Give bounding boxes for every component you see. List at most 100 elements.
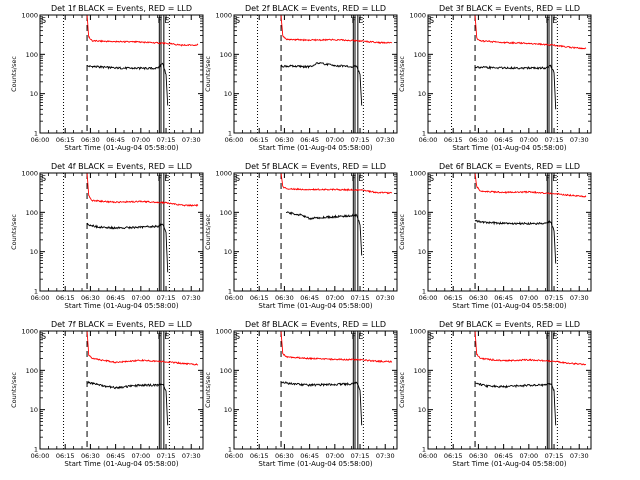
y-tick-label: 10 [30,248,38,256]
y-tick-label: 100 [26,367,38,375]
y-tick-label: 1 [228,130,232,138]
y-tick-label: 10 [30,406,38,414]
x-axis-label: Start Time (01-Aug-04 05:58:00) [258,460,372,468]
x-tick-label: 07:00 [519,136,538,144]
x-tick-label: 06:30 [469,452,488,460]
y-tick-label: 100 [414,209,426,217]
night-marker-label: S [41,332,46,341]
x-tick-label: 06:45 [494,136,513,144]
y-tick-label: 1000 [409,170,426,178]
lld-rate-line [86,14,199,47]
y-tick-label: 100 [414,51,426,59]
lld-rate-line [280,172,393,195]
x-tick-label: 07:00 [519,452,538,460]
x-tick-label: 07:30 [570,136,589,144]
flare-end-marker-label: E [358,174,363,183]
x-tick-label: 07:30 [376,136,395,144]
flare-end-marker-label: E [358,16,363,25]
x-tick-label: 06:00 [419,136,438,144]
night-marker-label: S [235,174,240,183]
x-tick-label: 06:30 [81,452,100,460]
panel-det-5: Det 5f BLACK = Events, RED = LLD S F E 1 10 10… [204,162,398,310]
x-tick-label: 07:15 [351,136,370,144]
flare-start-marker-label: F [158,16,163,25]
x-tick-label: 07:15 [157,294,176,302]
panel-det-6: Det 6f BLACK = Events, RED = LLD S F E 1 10 10… [398,162,592,310]
x-tick-label: 06:15 [250,294,269,302]
y-tick-label: 10 [224,248,232,256]
lld-rate-line [280,330,393,364]
night-marker-label: S [41,174,46,183]
x-tick-label: 06:15 [56,294,75,302]
x-tick-label: 07:15 [157,136,176,144]
flare-start-marker-label: F [352,332,357,341]
x-tick-label: 07:15 [545,294,564,302]
panel-title: Det 5f BLACK = Events, RED = LLD [245,162,386,171]
y-tick-label: 1000 [409,328,426,336]
x-tick-label: 06:15 [444,294,463,302]
x-tick-label: 06:45 [300,294,319,302]
x-tick-label: 06:45 [300,136,319,144]
y-tick-label: 1000 [21,12,38,20]
x-tick-label: 07:15 [351,294,370,302]
y-axis-label: Counts/sec [10,214,18,250]
x-axis-label: Start Time (01-Aug-04 05:58:00) [258,144,372,152]
y-tick-label: 100 [220,367,232,375]
plot-frame [427,172,592,292]
x-tick-label: 06:45 [494,452,513,460]
y-tick-label: 1 [422,130,426,138]
x-axis-label: Start Time (01-Aug-04 05:58:00) [452,460,566,468]
flare-start-marker-label: F [546,174,551,183]
x-tick-label: 07:00 [131,136,150,144]
panel-det-9: Det 9f BLACK = Events, RED = LLD S F E 1 10 10… [398,320,592,468]
panel-title: Det 9f BLACK = Events, RED = LLD [439,320,580,329]
x-tick-label: 07:00 [131,294,150,302]
x-tick-label: 07:15 [545,452,564,460]
night-marker-label: S [235,16,240,25]
y-axis-label: Counts/sec [398,372,406,408]
y-axis-label: Counts/sec [398,56,406,92]
x-tick-label: 06:45 [300,452,319,460]
x-tick-label: 06:15 [444,136,463,144]
y-tick-label: 1000 [215,328,232,336]
y-tick-label: 1000 [21,170,38,178]
events-rate-line [86,62,169,106]
x-tick-label: 06:30 [275,452,294,460]
panel-title: Det 4f BLACK = Events, RED = LLD [51,162,192,171]
y-axis-label: Counts/sec [10,56,18,92]
plot-frame [39,172,204,292]
y-tick-label: 1 [422,446,426,454]
y-tick-label: 10 [418,248,426,256]
plot-frame [427,330,592,450]
plot-frame [39,14,204,134]
events-rate-line [280,62,363,106]
events-rate-line [474,382,557,426]
y-tick-label: 100 [220,209,232,217]
lld-rate-line [474,14,587,50]
x-tick-label: 07:30 [570,294,589,302]
y-tick-label: 100 [414,367,426,375]
plot-frame [39,330,204,450]
x-tick-label: 06:30 [275,136,294,144]
lld-rate-line [280,14,393,45]
x-tick-label: 06:30 [81,136,100,144]
events-rate-line [280,381,363,426]
night-marker-label: S [41,16,46,25]
x-tick-label: 06:45 [106,452,125,460]
x-axis-label: Start Time (01-Aug-04 05:58:00) [452,144,566,152]
x-tick-label: 06:00 [419,452,438,460]
y-tick-label: 1 [228,288,232,296]
y-axis-label: Counts/sec [10,372,18,408]
x-tick-label: 06:45 [106,294,125,302]
flare-start-marker-label: F [352,174,357,183]
events-rate-line [86,380,169,426]
y-tick-label: 1 [34,288,38,296]
flare-end-marker-label: E [552,332,557,341]
x-tick-label: 06:30 [275,294,294,302]
y-tick-label: 1000 [215,12,232,20]
panel-title: Det 3f BLACK = Events, RED = LLD [439,4,580,13]
panel-title: Det 8f BLACK = Events, RED = LLD [245,320,386,329]
x-tick-label: 06:00 [31,452,50,460]
y-tick-label: 1000 [21,328,38,336]
x-tick-label: 07:00 [519,294,538,302]
